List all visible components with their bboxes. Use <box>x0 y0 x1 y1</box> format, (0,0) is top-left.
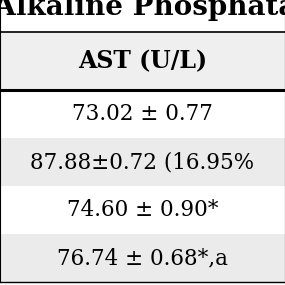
Text: 76.74 ± 0.68*,a: 76.74 ± 0.68*,a <box>57 247 228 269</box>
Text: AST (U/L): AST (U/L) <box>78 49 207 73</box>
Bar <box>0 0 285 32</box>
Bar <box>0 32 285 90</box>
Bar <box>0 90 285 138</box>
Bar <box>0 186 285 234</box>
Text: 73.02 ± 0.77: 73.02 ± 0.77 <box>72 103 213 125</box>
Bar <box>0 138 285 186</box>
Text: 87.88±0.72 (16.95%: 87.88±0.72 (16.95% <box>30 151 255 173</box>
Bar <box>0 234 285 282</box>
Text: 74.60 ± 0.90*: 74.60 ± 0.90* <box>67 199 218 221</box>
Text: l Alkaline Phosphatas: l Alkaline Phosphatas <box>0 0 285 21</box>
